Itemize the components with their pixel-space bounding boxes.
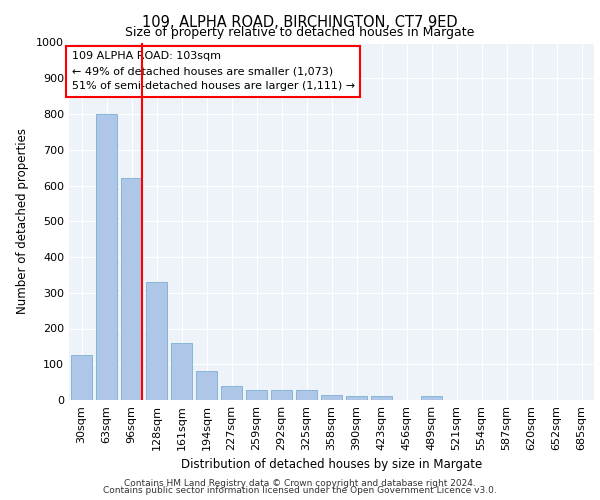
Y-axis label: Number of detached properties: Number of detached properties (16, 128, 29, 314)
Bar (146, 282, 167, 400)
Bar (346, 396, 367, 400)
Text: 109, ALPHA ROAD, BIRCHINGTON, CT7 9ED: 109, ALPHA ROAD, BIRCHINGTON, CT7 9ED (142, 15, 458, 30)
Bar (321, 394, 342, 400)
Bar (371, 396, 392, 400)
X-axis label: Distribution of detached houses by size in Margate: Distribution of detached houses by size … (181, 458, 482, 471)
Text: Contains public sector information licensed under the Open Government Licence v3: Contains public sector information licen… (103, 486, 497, 495)
Text: 109 ALPHA ROAD: 103sqm
← 49% of detached houses are smaller (1,073)
51% of semi-: 109 ALPHA ROAD: 103sqm ← 49% of detached… (71, 52, 355, 91)
Bar (71, 356, 92, 400)
Bar (96, 114, 117, 400)
Bar (246, 390, 267, 400)
Bar (121, 178, 142, 400)
Bar (221, 386, 242, 400)
Bar (196, 372, 217, 400)
Text: Size of property relative to detached houses in Margate: Size of property relative to detached ho… (125, 26, 475, 39)
Text: Contains HM Land Registry data © Crown copyright and database right 2024.: Contains HM Land Registry data © Crown c… (124, 478, 476, 488)
Bar (421, 396, 442, 400)
Bar (296, 390, 317, 400)
Bar (271, 390, 292, 400)
Bar (171, 343, 192, 400)
